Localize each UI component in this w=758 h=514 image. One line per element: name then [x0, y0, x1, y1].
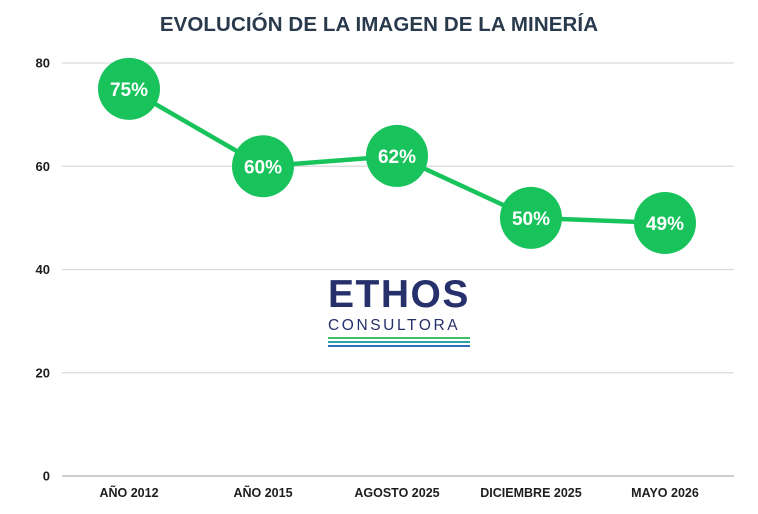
x-tick-label: AÑO 2015 — [233, 485, 292, 500]
data-point — [98, 57, 160, 120]
y-tick-label: 40 — [36, 262, 50, 277]
data-point — [366, 124, 428, 187]
logo-word: ETHOS — [328, 273, 470, 316]
data-label: 49% — [646, 214, 684, 235]
y-tick-label: 60 — [36, 159, 50, 174]
logo-line-green — [328, 337, 470, 339]
data-label: 50% — [512, 209, 550, 230]
data-label: 62% — [378, 147, 416, 168]
data-point — [232, 135, 294, 198]
y-tick-label: 0 — [43, 469, 50, 484]
data-label: 75% — [110, 80, 148, 101]
ethos-logo: ETHOS CONSULTORA — [328, 273, 474, 347]
y-axis-ticks: 0 20 40 60 80 — [36, 56, 50, 484]
chart-title: EVOLUCIÓN DE LA IMAGEN DE LA MINERÍA — [159, 13, 599, 36]
data-label: 60% — [244, 157, 282, 178]
data-point — [634, 192, 696, 255]
x-axis-ticks: AÑO 2012 AÑO 2015 AGOSTO 2025 DICIEMBRE 202… — [99, 485, 698, 500]
y-tick-label: 80 — [36, 56, 50, 71]
logo-subtitle: CONSULTORA — [328, 317, 461, 334]
x-tick-label: AGOSTO 2025 — [354, 486, 439, 500]
x-tick-label: MAYO 2026 — [631, 486, 699, 500]
data-points: 75% 60% 62% 50% 49% — [98, 57, 696, 255]
logo-line-blue — [328, 345, 470, 347]
data-point — [500, 186, 562, 249]
y-tick-label: 20 — [36, 365, 50, 380]
logo-line-teal — [328, 341, 470, 343]
x-tick-label: DICIEMBRE 2025 — [480, 486, 581, 500]
x-tick-label: AÑO 2012 — [99, 485, 158, 500]
